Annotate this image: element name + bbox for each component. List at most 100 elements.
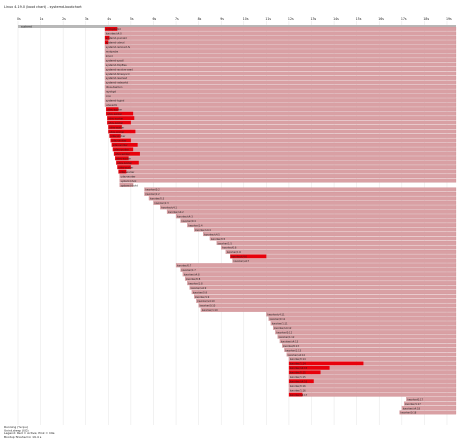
task-label: kworker/0:18 [401, 412, 417, 415]
task-label: udev-worker [109, 126, 124, 129]
task-label: systemd-networkd [106, 82, 129, 85]
task-bar [104, 98, 457, 103]
task-bar [282, 343, 457, 348]
x-tick-label: 8s [198, 17, 202, 21]
task-label: udev-worker [118, 166, 133, 169]
task-bar [288, 379, 457, 384]
task-label: kworker/u4:14 [288, 354, 306, 357]
task-label: systemd-fsck [121, 180, 137, 183]
task-bar [406, 397, 457, 402]
task-label: udev-worker [113, 144, 128, 147]
x-tick-label: 9s [220, 17, 224, 21]
task-bar [288, 392, 457, 397]
task-label: kworker/1:12 [279, 336, 295, 339]
x-tick-label: 16s [378, 17, 384, 21]
task-label: kworker/0:17 [407, 398, 423, 401]
x-tick-label: 5s [130, 17, 134, 21]
task-bar [284, 348, 457, 352]
task-bar [104, 26, 457, 31]
task-label: kworker/u4:7 [233, 260, 249, 263]
task-label: kworker/u4:13 [281, 340, 299, 343]
task-active-segment [230, 254, 267, 259]
task-bar [119, 178, 457, 183]
task-label: cron [106, 95, 112, 98]
task-bar [104, 89, 457, 94]
task-label: systemd-resolved [106, 77, 128, 80]
task-bar [144, 187, 457, 192]
task-label: kmod [106, 55, 113, 58]
legend-entry: Running (%cpu) [4, 425, 28, 429]
task-active-segment [107, 120, 131, 125]
task-bar [277, 334, 457, 339]
task-bar [288, 374, 457, 379]
x-tick-label: 1s [40, 17, 44, 21]
task-active-segment [115, 156, 129, 161]
task-bar [104, 71, 457, 76]
task-active-segment [118, 169, 127, 174]
task-bar [189, 285, 457, 290]
task-label: udev-worker [121, 175, 136, 178]
task-active-segment [104, 40, 109, 45]
task-bar [113, 151, 457, 156]
task-label: kworker/0:12 [276, 331, 292, 334]
x-tick-label: 3s [85, 17, 89, 21]
task-label: udev-worker [116, 158, 131, 161]
x-tick-label: 2s [62, 17, 66, 21]
task-label: kworker/u4:0 [106, 33, 122, 36]
footer-text: Bootup finished in 19.4 s [4, 435, 42, 439]
task-bar [104, 49, 457, 54]
task-bar [288, 388, 457, 393]
task-active-segment [108, 129, 136, 134]
task-label: udev-worker [107, 113, 122, 116]
task-label: udevadm [106, 104, 118, 107]
task-label: kworker/0:16 [290, 385, 306, 388]
task-label: kworker/u4:9 [191, 287, 207, 290]
x-tick-label: 7s [175, 17, 179, 21]
task-label: systemd-journald [106, 37, 127, 40]
task-label: kworker/1:3 [154, 202, 169, 205]
x-tick-label: 0s [17, 17, 21, 21]
task-label: kworker/u4:11 [267, 314, 285, 317]
task-bar [266, 312, 457, 317]
x-tick-label: 18s [423, 17, 429, 21]
task-label: rsyslogd [106, 91, 117, 94]
task-active-segment [106, 107, 119, 112]
task-bar [286, 352, 457, 357]
task-bar [216, 240, 457, 245]
task-bar [175, 263, 457, 268]
task-active-segment [113, 151, 140, 156]
task-label: kworker/0:3 [150, 198, 165, 201]
task-bar [119, 182, 134, 187]
task-label: udev-worker [115, 153, 130, 156]
task-bar [104, 44, 457, 49]
task-label: systemd-tmpfiles [106, 64, 127, 67]
task-label: kworker/0:5 [211, 238, 226, 241]
task-label: kworker/1:11 [272, 323, 288, 326]
task-bar [180, 267, 457, 272]
task-label: kworker/u4:18 [403, 407, 421, 410]
task-active-segment [109, 134, 121, 138]
task-label: kworker/0:7 [177, 265, 192, 268]
task-active-segment [116, 160, 139, 165]
task-label: kworker/0:8 [186, 278, 201, 281]
task-bar [111, 142, 457, 147]
task-bar [104, 35, 457, 40]
task-label: kworker/u4:16 [290, 381, 308, 384]
task-label: kworker/u4:4 [195, 229, 211, 232]
task-bar [232, 258, 457, 263]
task-active-segment [104, 27, 118, 31]
task-bar [401, 405, 457, 410]
task-bar [194, 294, 457, 299]
task-bar [104, 84, 457, 89]
task-label: kworker/0:15 [290, 372, 306, 375]
task-bar [166, 209, 457, 214]
task-bar [182, 272, 457, 277]
x-tick-label: 19s [446, 17, 452, 21]
task-active-segment [110, 138, 131, 143]
task-label: udev-worker [112, 140, 127, 143]
task-label: kworker/u4:15 [290, 367, 308, 370]
task-label: udev-worker [117, 162, 132, 165]
task-bar [112, 147, 457, 152]
